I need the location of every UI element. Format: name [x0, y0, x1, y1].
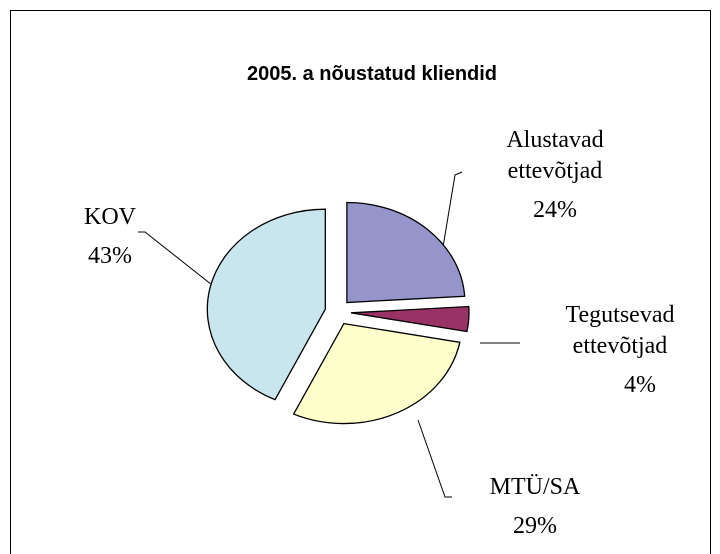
slice-label: Tegutsevad ettevõtjad 4% — [545, 300, 695, 401]
slice-label: Alustavad ettevõtjad 24% — [480, 125, 630, 226]
leader-line — [439, 171, 463, 266]
value-label: 29% — [513, 513, 557, 539]
pie-slice — [350, 305, 470, 333]
category-label: Alustavad ettevõtjad — [506, 127, 604, 184]
pie-slice — [292, 322, 461, 425]
slice-label: KOV 43% — [35, 202, 185, 272]
pie-slice — [206, 208, 326, 401]
pie-slice — [346, 201, 466, 304]
category-label: Tegutsevad ettevõtjad — [565, 302, 675, 359]
value-label: 24% — [533, 197, 577, 223]
leader-line — [417, 419, 452, 498]
value-label: 43% — [88, 243, 132, 269]
value-label: 4% — [624, 372, 656, 398]
slice-label: MTÜ/SA 29% — [460, 472, 610, 542]
category-label: MTÜ/SA — [489, 474, 581, 500]
category-label: KOV — [84, 204, 136, 230]
chart-title: 2005. a nõustatud kliendid — [247, 63, 497, 85]
